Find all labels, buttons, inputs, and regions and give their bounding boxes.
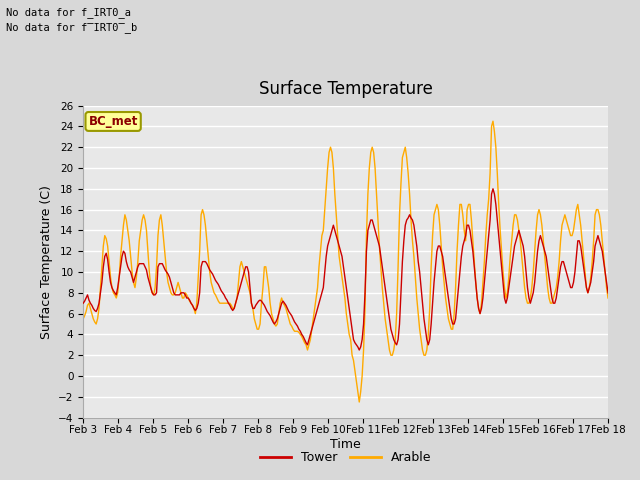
Text: No data for f̅IRT0̅_b: No data for f̅IRT0̅_b [6,22,138,33]
Title: Surface Temperature: Surface Temperature [259,81,433,98]
Text: BC_met: BC_met [88,115,138,128]
Legend: Tower, Arable: Tower, Arable [255,446,436,469]
Text: No data for f_IRT0_a: No data for f_IRT0_a [6,7,131,18]
X-axis label: Time: Time [330,438,361,451]
Y-axis label: Surface Temperature (C): Surface Temperature (C) [40,185,52,338]
